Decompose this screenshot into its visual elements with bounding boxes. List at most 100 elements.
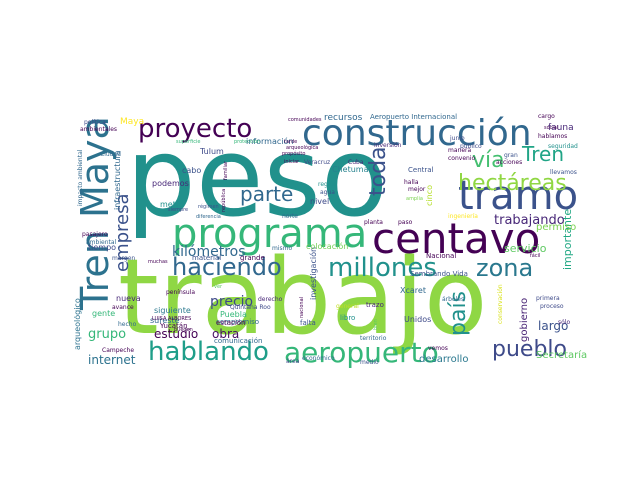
word-regimen: régimen: [198, 204, 219, 210]
word-investigacion: investigación: [309, 246, 318, 300]
word-comunicacion: comunicación: [214, 337, 263, 345]
word-grupo: grupo: [88, 327, 127, 342]
word-hectareas: hectáreas: [458, 171, 567, 196]
word-servicio: servicio: [504, 242, 547, 255]
word-manera: manera: [448, 147, 472, 154]
word-nacional: Nacional: [426, 252, 457, 260]
word-paso: paso: [398, 219, 413, 226]
word-mismo: mismo: [272, 245, 293, 252]
word-recursos: recursos: [324, 113, 363, 123]
word-grande: grande: [240, 254, 265, 262]
word-podemos: podemos: [152, 179, 189, 188]
word-gente: gente: [92, 309, 116, 318]
word-tren-maya: Tren Maya: [74, 116, 117, 310]
word-hablando: hablando: [148, 337, 269, 367]
word-ciudad: Ciudad: [100, 151, 121, 158]
word-puebla: Puebla: [220, 310, 247, 319]
word-proyecto: proyecto: [138, 114, 253, 144]
word-obra: obra: [212, 327, 240, 341]
word-planta: planta: [364, 219, 383, 226]
word-politica: política: [84, 119, 106, 126]
word-compromiso: compromiso: [216, 318, 260, 326]
word-impacto-ambiental: impacto ambiental: [77, 149, 84, 206]
word-superficie: superficie: [176, 139, 201, 145]
word-ver: ver: [214, 284, 223, 290]
word-unidos: Unidos: [404, 315, 432, 324]
word-cargo: cargo: [538, 113, 555, 120]
word-aeropuerto: aeropuerto: [284, 336, 439, 369]
word-solo: sólo: [558, 319, 571, 326]
word-maya: Maya: [120, 117, 145, 127]
word-facil: fácil: [530, 253, 541, 259]
word-gobierno: gobierno: [519, 297, 530, 342]
word-estacion: estación: [216, 319, 246, 327]
word-nivel: nivel: [310, 197, 330, 206]
word-secretaria: Secretaría: [536, 350, 588, 361]
word-material: material: [192, 254, 222, 262]
word-siguiente: siguiente: [154, 306, 191, 315]
word-medio: medio: [360, 359, 379, 366]
word-peso: peso: [126, 113, 389, 241]
word-nueva: nueva: [116, 294, 141, 303]
word-chetumal: Chetumal: [332, 165, 371, 174]
word-nacional-lower: nacional: [299, 296, 305, 318]
word-quintana-roo: Quintana Roo: [230, 304, 271, 311]
word-halla: halla: [404, 179, 419, 186]
word-arqueologica: arqueológica: [286, 145, 319, 151]
word-amplia: amplia: [406, 196, 423, 202]
word-pueblo: pueblo: [492, 337, 567, 362]
word-veracruz: Veracruz: [304, 159, 331, 166]
word-territorio: territorio: [360, 335, 387, 342]
word-cloud: trabajo peso centavo construcción progra…: [74, 110, 594, 373]
word-acciones: acciones: [496, 159, 523, 166]
word-proteccion: protección: [234, 139, 261, 145]
word-siempre: siempre: [168, 207, 189, 213]
word-peninsula: península: [166, 289, 196, 296]
word-hecho: hecho: [118, 321, 137, 328]
word-region: región: [318, 181, 337, 188]
word-tarde: tarde: [284, 139, 298, 145]
word-social: social: [544, 125, 559, 131]
word-tulum: Tulum: [200, 147, 224, 156]
word-desarrollo: desarrollo: [419, 354, 469, 365]
word-internet: internet: [88, 353, 136, 367]
word-llevamos: llevamos: [550, 169, 577, 176]
word-central: Central: [408, 166, 434, 174]
word-trabajando: trabajando: [494, 213, 565, 228]
word-trabajo: trabajo: [118, 236, 488, 358]
word-campeche: Campeche: [102, 347, 135, 354]
word-economico: económico: [302, 355, 335, 362]
word-libro: libro: [340, 314, 356, 322]
word-largo: largo: [538, 319, 569, 333]
word-infraestructura: infraestructura: [113, 150, 122, 210]
word-estudio: estudio: [154, 327, 199, 341]
word-colocacion: colocación: [306, 242, 349, 251]
word-construccion: construcción: [302, 113, 532, 154]
word-avance: avance: [112, 304, 134, 311]
word-programa: programa: [172, 211, 368, 257]
word-via: vía: [472, 148, 505, 173]
word-trazo: trazo: [366, 301, 384, 309]
word-centavo: centavo: [372, 214, 541, 263]
word-importante: importante: [561, 208, 574, 270]
word-pasajero: pasajero: [82, 231, 108, 238]
word-cabo: cabo: [182, 166, 202, 175]
word-kilometros: kilómetros: [172, 244, 246, 260]
word-diferencia: diferencia: [196, 214, 221, 220]
word-haciendo: haciendo: [172, 253, 282, 281]
word-tiempo: tiempo: [88, 243, 117, 252]
word-sembrando-vida: Sembrando Vida: [410, 270, 468, 278]
word-gran: gran: [504, 152, 518, 159]
word-xcaret: Xcaret: [400, 286, 426, 295]
word-toda: toda: [366, 146, 391, 196]
word-margen: margen: [112, 255, 136, 262]
word-mejor: mejor: [408, 186, 426, 193]
word-proceso: proceso: [540, 303, 564, 310]
word-parte: parte: [240, 182, 294, 206]
word-permiso: permiso: [536, 222, 577, 233]
word-yucatan: Yucatán: [160, 322, 188, 330]
word-republica: república: [221, 188, 227, 212]
word-falta: falta: [300, 319, 316, 327]
word-millones: millones: [328, 253, 437, 283]
word-pueden: pueden: [174, 327, 193, 333]
